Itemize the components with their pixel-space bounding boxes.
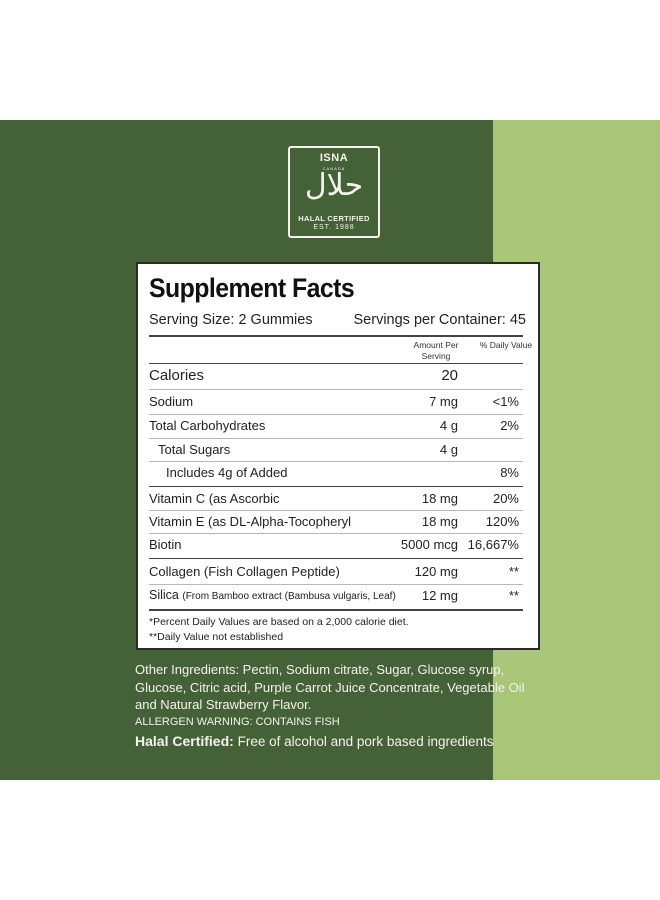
row-name: Vitamin C (as Ascorbic — [149, 491, 280, 506]
row-name: Total Sugars — [158, 442, 231, 457]
servings-per-container: Servings per Container: 45 — [353, 312, 527, 328]
divider — [149, 533, 523, 534]
row-daily-value: 120% — [485, 514, 519, 529]
logo-established-text: EST. 1988 — [313, 224, 355, 231]
halal-statement: Halal Certified: Free of alcohol and por… — [135, 733, 494, 749]
header-amount-per-serving: Amount Per Serving — [413, 340, 459, 361]
facts-row-calories: Calories 20 — [138, 366, 538, 389]
halal-text: Free of alcohol and pork based ingredien… — [237, 734, 494, 749]
facts-row-biotin: Biotin 5000 mcg 16,667% — [138, 534, 538, 557]
row-daily-value: 16,667% — [467, 537, 519, 552]
facts-row-vitamin-c: Vitamin C (as Ascorbic 18 mg 20% — [138, 488, 538, 511]
row-amount: 5000 mcg — [400, 537, 458, 552]
logo-brand-sub: CANADA — [322, 166, 346, 171]
footnote-daily-values: *Percent Daily Values are based on a 2,0… — [149, 616, 409, 628]
row-name: Calories — [149, 367, 205, 384]
row-daily-value: ** — [508, 588, 519, 603]
facts-row-collagen: Collagen (Fish Collagen Peptide) 120 mg … — [138, 561, 538, 584]
row-name: Total Carbohydrates — [149, 418, 266, 433]
facts-title: Supplement Facts — [149, 273, 355, 303]
logo-arabic-text: حلال — [304, 168, 364, 203]
row-daily-value: <1% — [492, 394, 519, 409]
logo-brand: ISNA — [319, 152, 349, 164]
divider — [149, 438, 523, 439]
divider — [149, 584, 523, 585]
allergen-warning: ALLERGEN WARNING: CONTAINS FISH — [135, 716, 340, 728]
row-amount: 4 g — [439, 418, 458, 433]
row-daily-value: 2% — [500, 418, 519, 433]
facts-row-total-sugars: Total Sugars 4 g — [138, 439, 538, 462]
facts-row-vitamin-e: Vitamin E (as DL-Alpha-Tocopheryl 18 mg … — [138, 511, 538, 534]
row-daily-value: 8% — [500, 465, 519, 480]
divider — [149, 389, 523, 390]
facts-row-total-carbohydrates: Total Carbohydrates 4 g 2% — [138, 415, 538, 438]
halal-certification-logo: ISNA CANADA حلال HALAL CERTIFIED EST. 19… — [288, 146, 380, 238]
divider — [149, 510, 523, 511]
halal-label: Halal Certified: — [135, 733, 234, 749]
divider — [149, 414, 523, 415]
divider — [149, 363, 523, 364]
row-daily-value: ** — [508, 564, 519, 579]
facts-row-silica: Silica (From Bamboo extract (Bambusa vul… — [138, 585, 538, 608]
header-daily-value: % Daily Value — [479, 340, 533, 350]
row-name: Collagen (Fish Collagen Peptide) — [149, 564, 340, 579]
row-amount: 18 mg — [421, 514, 458, 529]
divider — [149, 335, 523, 337]
row-name: Biotin — [149, 537, 182, 552]
serving-size: Serving Size: 2 Gummies — [149, 312, 313, 328]
row-amount: 12 mg — [421, 588, 458, 603]
row-amount: 18 mg — [421, 491, 458, 506]
facts-row-sodium: Sodium 7 mg <1% — [138, 391, 538, 414]
supplement-facts-panel: Supplement Facts Serving Size: 2 Gummies… — [136, 262, 540, 650]
divider — [149, 558, 523, 559]
row-name: Sodium — [149, 394, 194, 409]
divider — [149, 461, 523, 462]
row-amount: 20 — [441, 367, 458, 384]
divider — [149, 486, 523, 487]
silica-name: Silica — [149, 588, 179, 602]
logo-certified-text: HALAL CERTIFIED — [298, 214, 370, 223]
divider — [149, 609, 523, 611]
silica-detail: (From Bamboo extract (Bambusa vulgaris, … — [182, 591, 396, 602]
other-ingredients: Other Ingredients: Pectin, Sodium citrat… — [135, 662, 525, 712]
row-name: Includes 4g of Added — [166, 465, 288, 480]
row-name: Vitamin E (as DL-Alpha-Tocopheryl — [149, 514, 352, 529]
row-daily-value: 20% — [492, 491, 519, 506]
row-amount: 4 g — [439, 442, 458, 457]
row-name: Silica (From Bamboo extract (Bambusa vul… — [149, 588, 396, 602]
footnote-not-established: **Daily Value not established — [149, 631, 284, 643]
row-amount: 7 mg — [429, 394, 458, 409]
row-amount: 120 mg — [414, 564, 458, 579]
facts-row-added-sugars: Includes 4g of Added 8% — [138, 462, 538, 485]
